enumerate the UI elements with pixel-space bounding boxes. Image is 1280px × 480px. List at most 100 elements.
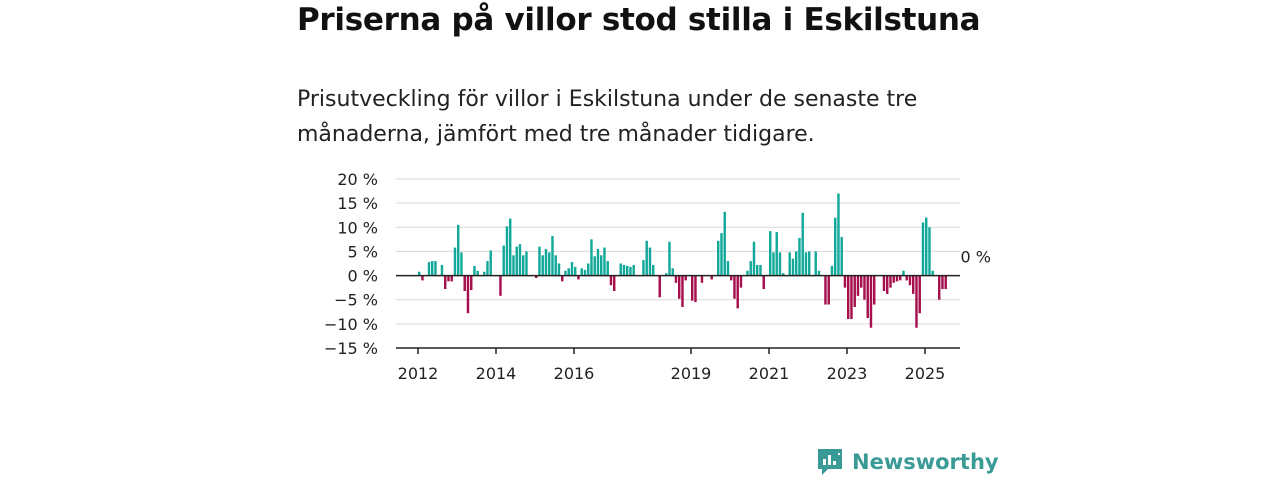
bar <box>720 233 723 276</box>
bar <box>827 275 830 305</box>
bar <box>434 261 437 276</box>
x-tick-label: 2021 <box>749 364 790 383</box>
bar <box>590 239 593 276</box>
bar <box>577 275 580 280</box>
y-tick-label: −5 % <box>334 291 378 310</box>
bar <box>928 227 931 276</box>
bar <box>541 255 544 276</box>
bar <box>564 270 567 276</box>
bar <box>648 247 652 276</box>
bar <box>830 265 834 276</box>
bar <box>752 241 756 276</box>
bar <box>840 236 843 276</box>
bar <box>834 217 837 276</box>
bar <box>466 275 470 314</box>
y-tick-label: 15 % <box>337 194 378 213</box>
bar <box>418 271 421 276</box>
bar <box>908 275 912 286</box>
bar <box>941 275 944 290</box>
bar <box>762 275 765 290</box>
bar <box>671 268 674 276</box>
bar <box>808 251 811 276</box>
bar-chart-speech-bubble-icon <box>818 449 842 475</box>
bar <box>772 252 775 276</box>
bar <box>749 261 752 276</box>
bar <box>583 269 587 276</box>
brand-logo[interactable]: Newsworthy <box>816 447 999 477</box>
bar <box>499 275 502 296</box>
bar <box>450 275 453 282</box>
bar <box>665 273 668 276</box>
bar <box>609 275 613 286</box>
bar <box>447 275 450 282</box>
bar <box>691 275 694 301</box>
bar <box>788 252 791 276</box>
bar <box>460 252 463 276</box>
bar <box>814 251 817 276</box>
bar <box>886 275 889 294</box>
y-tick-label: −10 % <box>324 315 378 334</box>
bar <box>847 275 850 320</box>
bar <box>557 263 561 276</box>
bar <box>632 264 635 276</box>
bar <box>717 240 720 276</box>
bar <box>603 247 606 276</box>
bar <box>824 275 827 305</box>
bar <box>850 275 853 320</box>
y-tick-label: 20 % <box>337 170 378 189</box>
bar <box>746 270 749 276</box>
bar <box>892 275 895 283</box>
bar <box>574 266 577 276</box>
bar <box>548 252 551 276</box>
bar <box>473 265 476 276</box>
bar <box>710 275 713 280</box>
bar <box>769 231 772 276</box>
bar <box>918 275 921 314</box>
bar <box>453 247 457 276</box>
bar <box>723 211 726 276</box>
bar <box>681 275 684 307</box>
x-tick-label: 2023 <box>827 364 868 383</box>
chart-subtitle: Prisutveckling för villor i Eskilstuna u… <box>297 87 918 147</box>
bar <box>873 275 876 305</box>
bar <box>782 273 785 276</box>
bar <box>629 266 632 276</box>
bar <box>795 251 798 276</box>
x-tick-label: 2016 <box>554 364 595 383</box>
bar <box>866 275 869 319</box>
bar <box>551 235 554 276</box>
bar <box>798 237 801 276</box>
bar <box>535 275 538 278</box>
bar <box>869 275 873 328</box>
bar <box>775 232 778 276</box>
bar <box>915 275 918 328</box>
bar <box>570 262 574 276</box>
bar <box>912 275 915 294</box>
bar <box>756 264 759 276</box>
bar <box>700 275 704 283</box>
bar <box>463 275 466 292</box>
bar <box>642 260 645 276</box>
bar <box>600 255 603 276</box>
x-axis-labels: 2012 2014 2016 2019 2021 2023 2025 <box>398 348 946 383</box>
bar <box>483 271 486 276</box>
bar <box>580 268 583 276</box>
bar <box>512 255 515 276</box>
bar <box>652 264 655 276</box>
bar <box>899 275 902 281</box>
bar <box>778 252 782 276</box>
y-tick-label: 5 % <box>348 242 378 261</box>
y-tick-label: −15 % <box>324 339 378 358</box>
x-tick-label: 2025 <box>905 364 946 383</box>
bar <box>593 256 596 276</box>
bar <box>596 249 600 276</box>
bar <box>882 275 886 292</box>
bar <box>567 268 570 276</box>
bar <box>733 275 736 299</box>
bar <box>587 263 590 276</box>
bar <box>515 246 518 276</box>
bar <box>522 255 525 276</box>
bar <box>895 275 899 282</box>
bar <box>759 264 762 276</box>
